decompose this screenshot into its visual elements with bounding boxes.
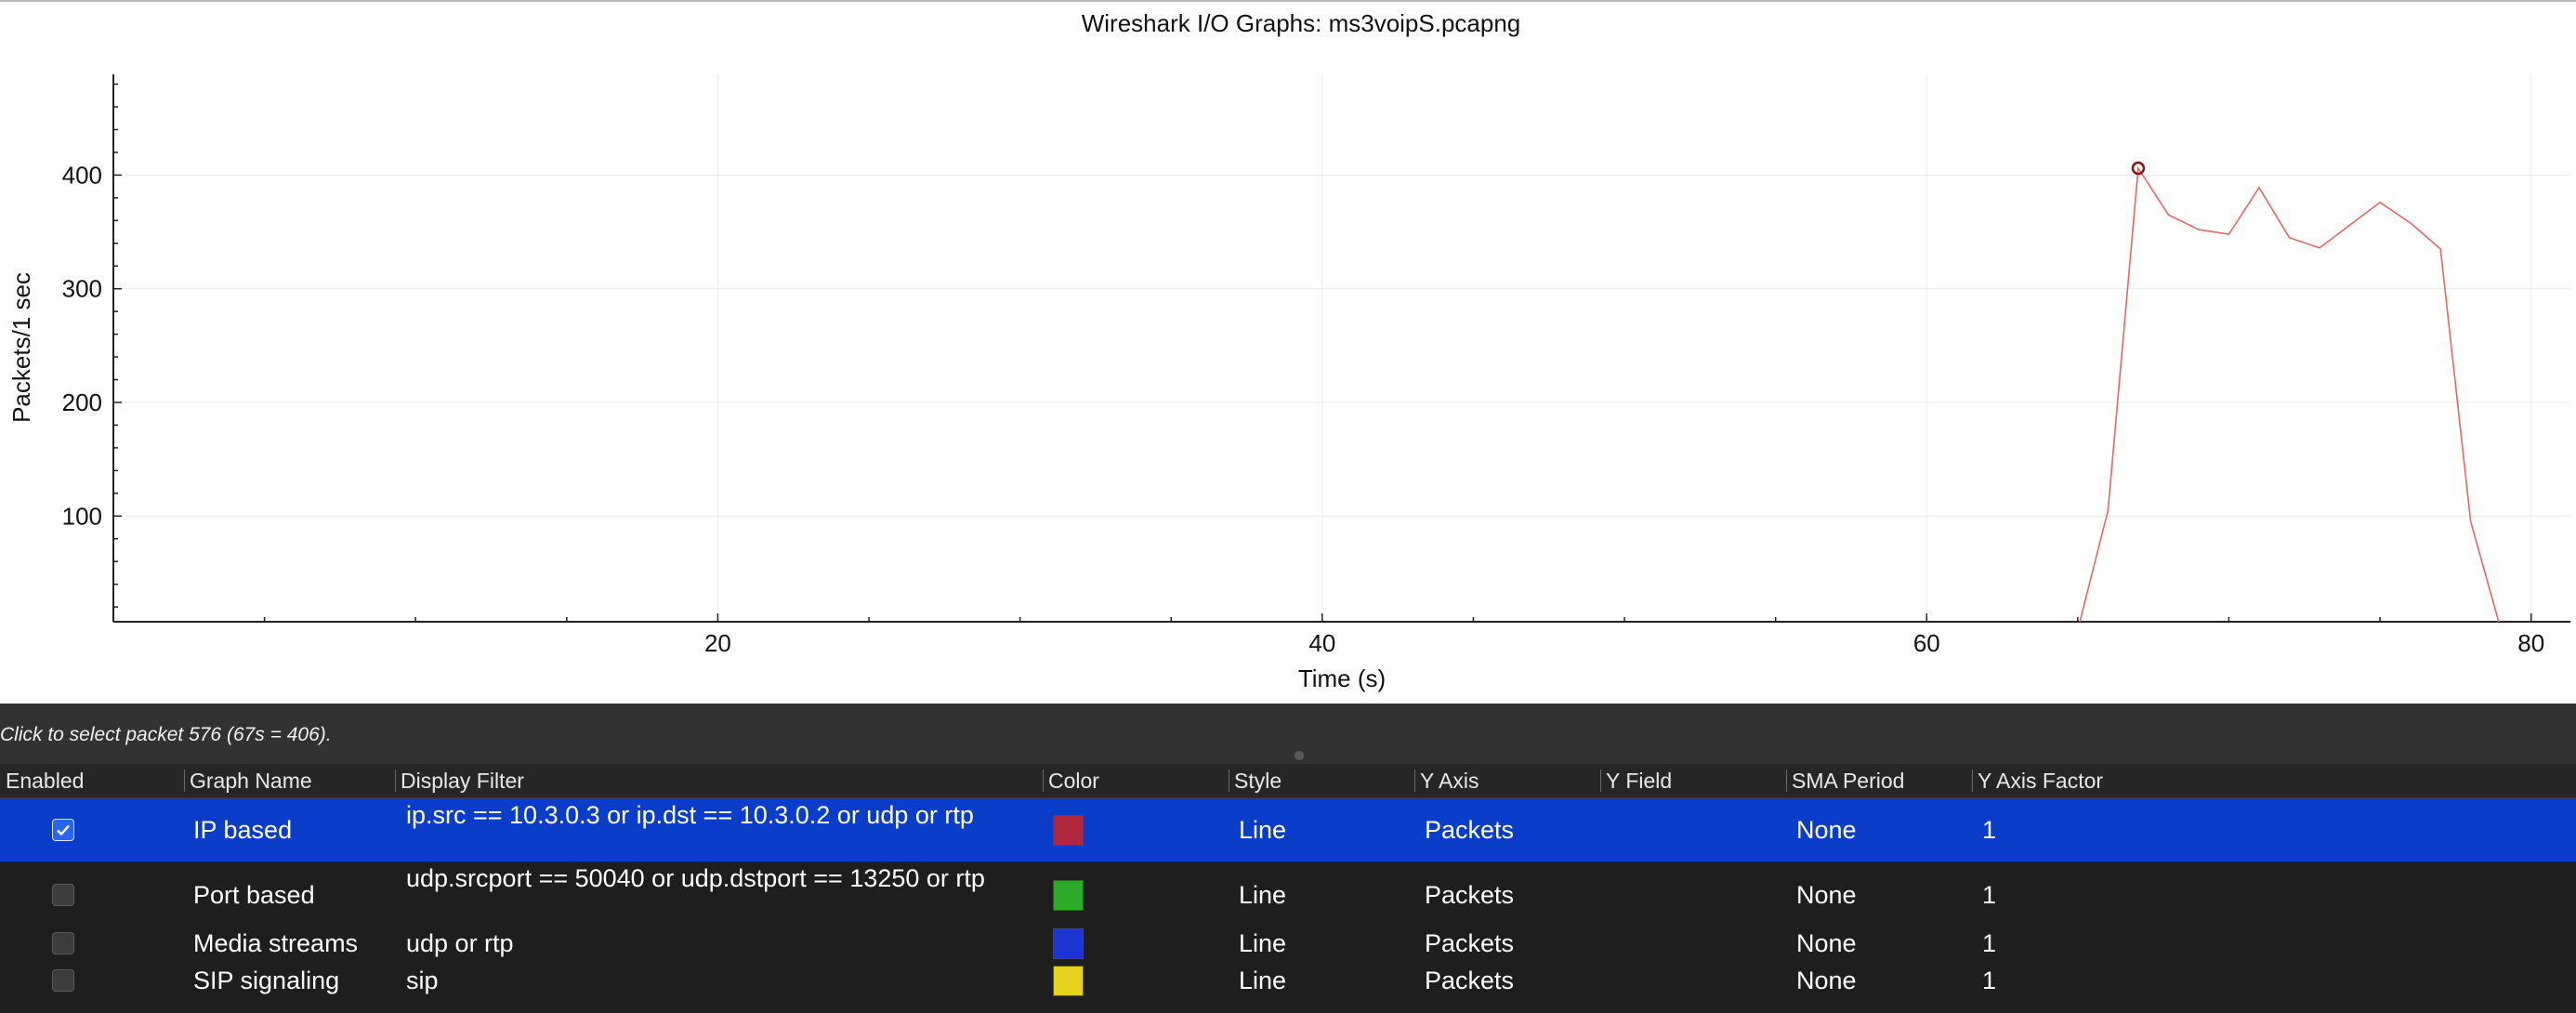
x-tick-label: 20 <box>704 629 731 657</box>
checkmark-icon <box>57 824 70 836</box>
y-axis-factor-value: 1 <box>1982 929 1997 957</box>
sma-period-value: None <box>1796 816 1857 844</box>
style-value: Line <box>1239 816 1287 844</box>
color-swatch[interactable] <box>1053 928 1084 959</box>
x-tick-label: 60 <box>1913 629 1940 657</box>
sma-period-value: None <box>1796 881 1857 909</box>
display-filter: udp.srcport == 50040 or udp.dstport == 1… <box>406 864 985 892</box>
color-swatch[interactable] <box>1053 966 1084 996</box>
enabled-checkbox[interactable] <box>52 932 74 954</box>
series-line <box>2079 165 2500 622</box>
color-swatch[interactable] <box>1053 815 1084 846</box>
y-axis-value: Packets <box>1425 967 1515 994</box>
enabled-checkbox[interactable] <box>52 884 74 906</box>
x-axis-label: Time (s) <box>1298 664 1386 692</box>
graph-name: Media streams <box>193 929 359 957</box>
enabled-checkbox[interactable] <box>52 969 74 992</box>
display-filter: ip.src == 10.3.0.3 or ip.dst == 10.3.0.2… <box>406 801 974 829</box>
header-col-y-field[interactable]: Y Field <box>1606 769 1673 793</box>
graph-name: Port based <box>193 881 315 909</box>
header-col-y-axis-factor[interactable]: Y Axis Factor <box>1978 769 2104 793</box>
table-header: Enabled Graph Name Display Filter Color Styl… <box>0 764 2576 798</box>
io-graph-plot[interactable]: Wireshark I/O Graphs: ms3voipS.pcapng 20… <box>0 0 2576 704</box>
graph-name: SIP signaling <box>193 967 340 994</box>
style-value: Line <box>1239 881 1287 909</box>
table-row[interactable]: Media streams udp or rtp Line Packets None 1 <box>0 925 2576 962</box>
sma-period-value: None <box>1796 967 1857 994</box>
table-row[interactable]: SIP signaling sip Line Packets None 1 <box>0 962 2576 999</box>
table-row[interactable]: IP based ip.src == 10.3.0.3 or ip.dst == … <box>0 798 2576 862</box>
y-axis-factor-value: 1 <box>1982 816 1997 844</box>
io-graph-chart[interactable]: Wireshark I/O Graphs: ms3voipS.pcapng 20… <box>0 2 2576 705</box>
table-row[interactable]: Port based udp.srcport == 50040 or udp.ds… <box>0 862 2576 925</box>
graph-list-table: Enabled Graph Name Display Filter Color Styl… <box>0 764 2576 1013</box>
header-separator[interactable] <box>184 770 185 792</box>
y-axis-value: Packets <box>1425 929 1515 957</box>
color-swatch[interactable] <box>1053 880 1084 911</box>
header-separator[interactable] <box>1600 770 1601 792</box>
status-bar: Click to select packet 576 (67s = 406). <box>0 704 2576 764</box>
selected-point-marker <box>2131 161 2146 176</box>
header-col-display-filter[interactable]: Display Filter <box>401 769 524 793</box>
y-axis-factor-value: 1 <box>1982 967 1997 994</box>
header-separator[interactable] <box>1043 770 1044 792</box>
header-col-style[interactable]: Style <box>1234 769 1282 793</box>
y-axis-value: Packets <box>1425 816 1515 844</box>
header-separator[interactable] <box>1972 770 1973 792</box>
y-tick-label: 300 <box>62 275 102 303</box>
header-col-color[interactable]: Color <box>1048 769 1099 793</box>
graph-name: IP based <box>193 816 293 844</box>
y-tick-label: 100 <box>62 502 102 530</box>
header-separator[interactable] <box>1414 770 1415 792</box>
style-value: Line <box>1239 967 1287 994</box>
y-tick-label: 200 <box>62 388 102 416</box>
style-value: Line <box>1239 929 1287 957</box>
y-axis-factor-value: 1 <box>1982 881 1997 909</box>
display-filter: udp or rtp <box>406 929 514 957</box>
enabled-checkbox[interactable] <box>52 819 74 841</box>
header-separator[interactable] <box>395 770 396 792</box>
header-separator[interactable] <box>1786 770 1787 792</box>
x-tick-label: 80 <box>2517 629 2544 657</box>
y-tick-label: 400 <box>62 161 102 189</box>
y-axis-value: Packets <box>1425 881 1515 909</box>
header-col-sma-period[interactable]: SMA Period <box>1792 769 1905 793</box>
y-axis-label: Packets/1 sec <box>7 272 35 423</box>
chart-title: Wireshark I/O Graphs: ms3voipS.pcapng <box>1082 9 1521 37</box>
sma-period-value: None <box>1796 929 1857 957</box>
splitter-handle[interactable] <box>1295 751 1304 760</box>
header-col-enabled[interactable]: Enabled <box>6 769 85 793</box>
header-col-y-axis[interactable]: Y Axis <box>1420 769 1479 793</box>
header-col-graph-name[interactable]: Graph Name <box>190 769 312 793</box>
status-hint: Click to select packet 576 (67s = 406). <box>0 724 332 745</box>
display-filter: sip <box>406 967 439 994</box>
x-tick-label: 40 <box>1308 629 1335 657</box>
